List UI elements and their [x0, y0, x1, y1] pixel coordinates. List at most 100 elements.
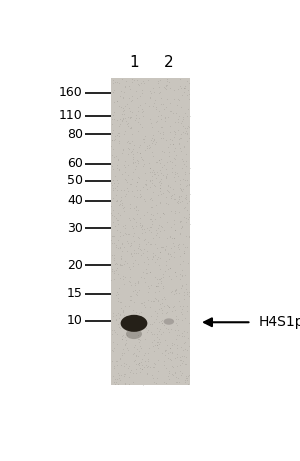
Point — [134, 223, 139, 230]
Point — [168, 348, 173, 355]
Point — [167, 303, 172, 310]
Point — [180, 185, 185, 192]
Point — [154, 106, 159, 113]
Point — [136, 127, 141, 135]
Point — [135, 291, 140, 299]
Point — [122, 379, 127, 387]
Point — [180, 271, 185, 278]
Point — [140, 106, 145, 113]
Point — [157, 182, 162, 189]
Point — [130, 369, 135, 377]
Point — [176, 140, 181, 148]
Point — [176, 244, 180, 251]
Point — [126, 321, 131, 328]
Point — [138, 186, 142, 194]
Point — [151, 136, 156, 144]
Point — [135, 331, 140, 339]
Point — [154, 232, 159, 239]
Point — [158, 198, 163, 206]
Point — [182, 352, 186, 360]
Point — [168, 355, 172, 363]
Point — [121, 107, 126, 114]
Point — [136, 242, 141, 249]
Point — [137, 359, 142, 366]
Point — [172, 302, 176, 309]
Point — [110, 357, 115, 365]
Point — [164, 165, 168, 173]
Point — [127, 107, 132, 114]
Point — [151, 188, 155, 195]
Point — [155, 357, 160, 364]
Point — [111, 232, 116, 239]
Point — [124, 118, 129, 125]
Point — [121, 307, 125, 314]
Point — [119, 332, 124, 339]
Point — [134, 361, 138, 368]
Point — [159, 274, 164, 282]
Point — [161, 362, 166, 369]
Point — [130, 146, 135, 153]
Point — [110, 137, 114, 144]
Point — [146, 363, 150, 370]
Point — [179, 156, 184, 163]
Point — [110, 182, 115, 189]
Point — [109, 136, 114, 143]
Point — [136, 157, 140, 165]
Point — [128, 368, 133, 376]
Point — [169, 307, 174, 315]
Point — [129, 148, 134, 155]
Point — [128, 265, 132, 272]
Point — [129, 252, 134, 260]
Point — [125, 247, 130, 254]
Point — [126, 364, 131, 372]
Point — [174, 378, 179, 385]
Point — [118, 196, 123, 204]
Point — [115, 320, 120, 328]
Point — [114, 267, 118, 274]
Point — [136, 143, 141, 151]
Point — [187, 112, 192, 119]
Point — [127, 321, 131, 329]
Point — [175, 362, 179, 370]
Point — [162, 321, 167, 329]
Point — [115, 260, 120, 267]
Point — [138, 313, 143, 320]
Point — [121, 110, 126, 118]
Point — [168, 195, 173, 202]
Point — [153, 273, 158, 280]
Point — [122, 258, 127, 265]
Text: 20: 20 — [67, 259, 83, 272]
Point — [121, 371, 126, 378]
Point — [151, 374, 156, 381]
Point — [163, 247, 167, 254]
Point — [117, 372, 122, 379]
Point — [185, 182, 190, 189]
Point — [120, 308, 125, 316]
Point — [174, 319, 179, 326]
Point — [111, 347, 116, 355]
Point — [122, 161, 127, 168]
Point — [136, 81, 141, 88]
Point — [149, 241, 154, 248]
Point — [135, 148, 140, 155]
Point — [154, 168, 159, 176]
Point — [149, 338, 154, 346]
Point — [170, 288, 175, 295]
Point — [158, 89, 162, 96]
Point — [135, 345, 140, 352]
Point — [148, 136, 153, 143]
Point — [119, 241, 124, 248]
Point — [110, 185, 115, 192]
Point — [123, 176, 128, 183]
Point — [177, 230, 182, 237]
Point — [168, 136, 173, 143]
Point — [153, 315, 158, 323]
Point — [166, 255, 171, 262]
Point — [162, 226, 167, 234]
Point — [124, 184, 129, 192]
Point — [144, 253, 149, 260]
Point — [145, 260, 150, 267]
Point — [128, 240, 133, 247]
Point — [175, 353, 180, 361]
Point — [180, 310, 185, 317]
